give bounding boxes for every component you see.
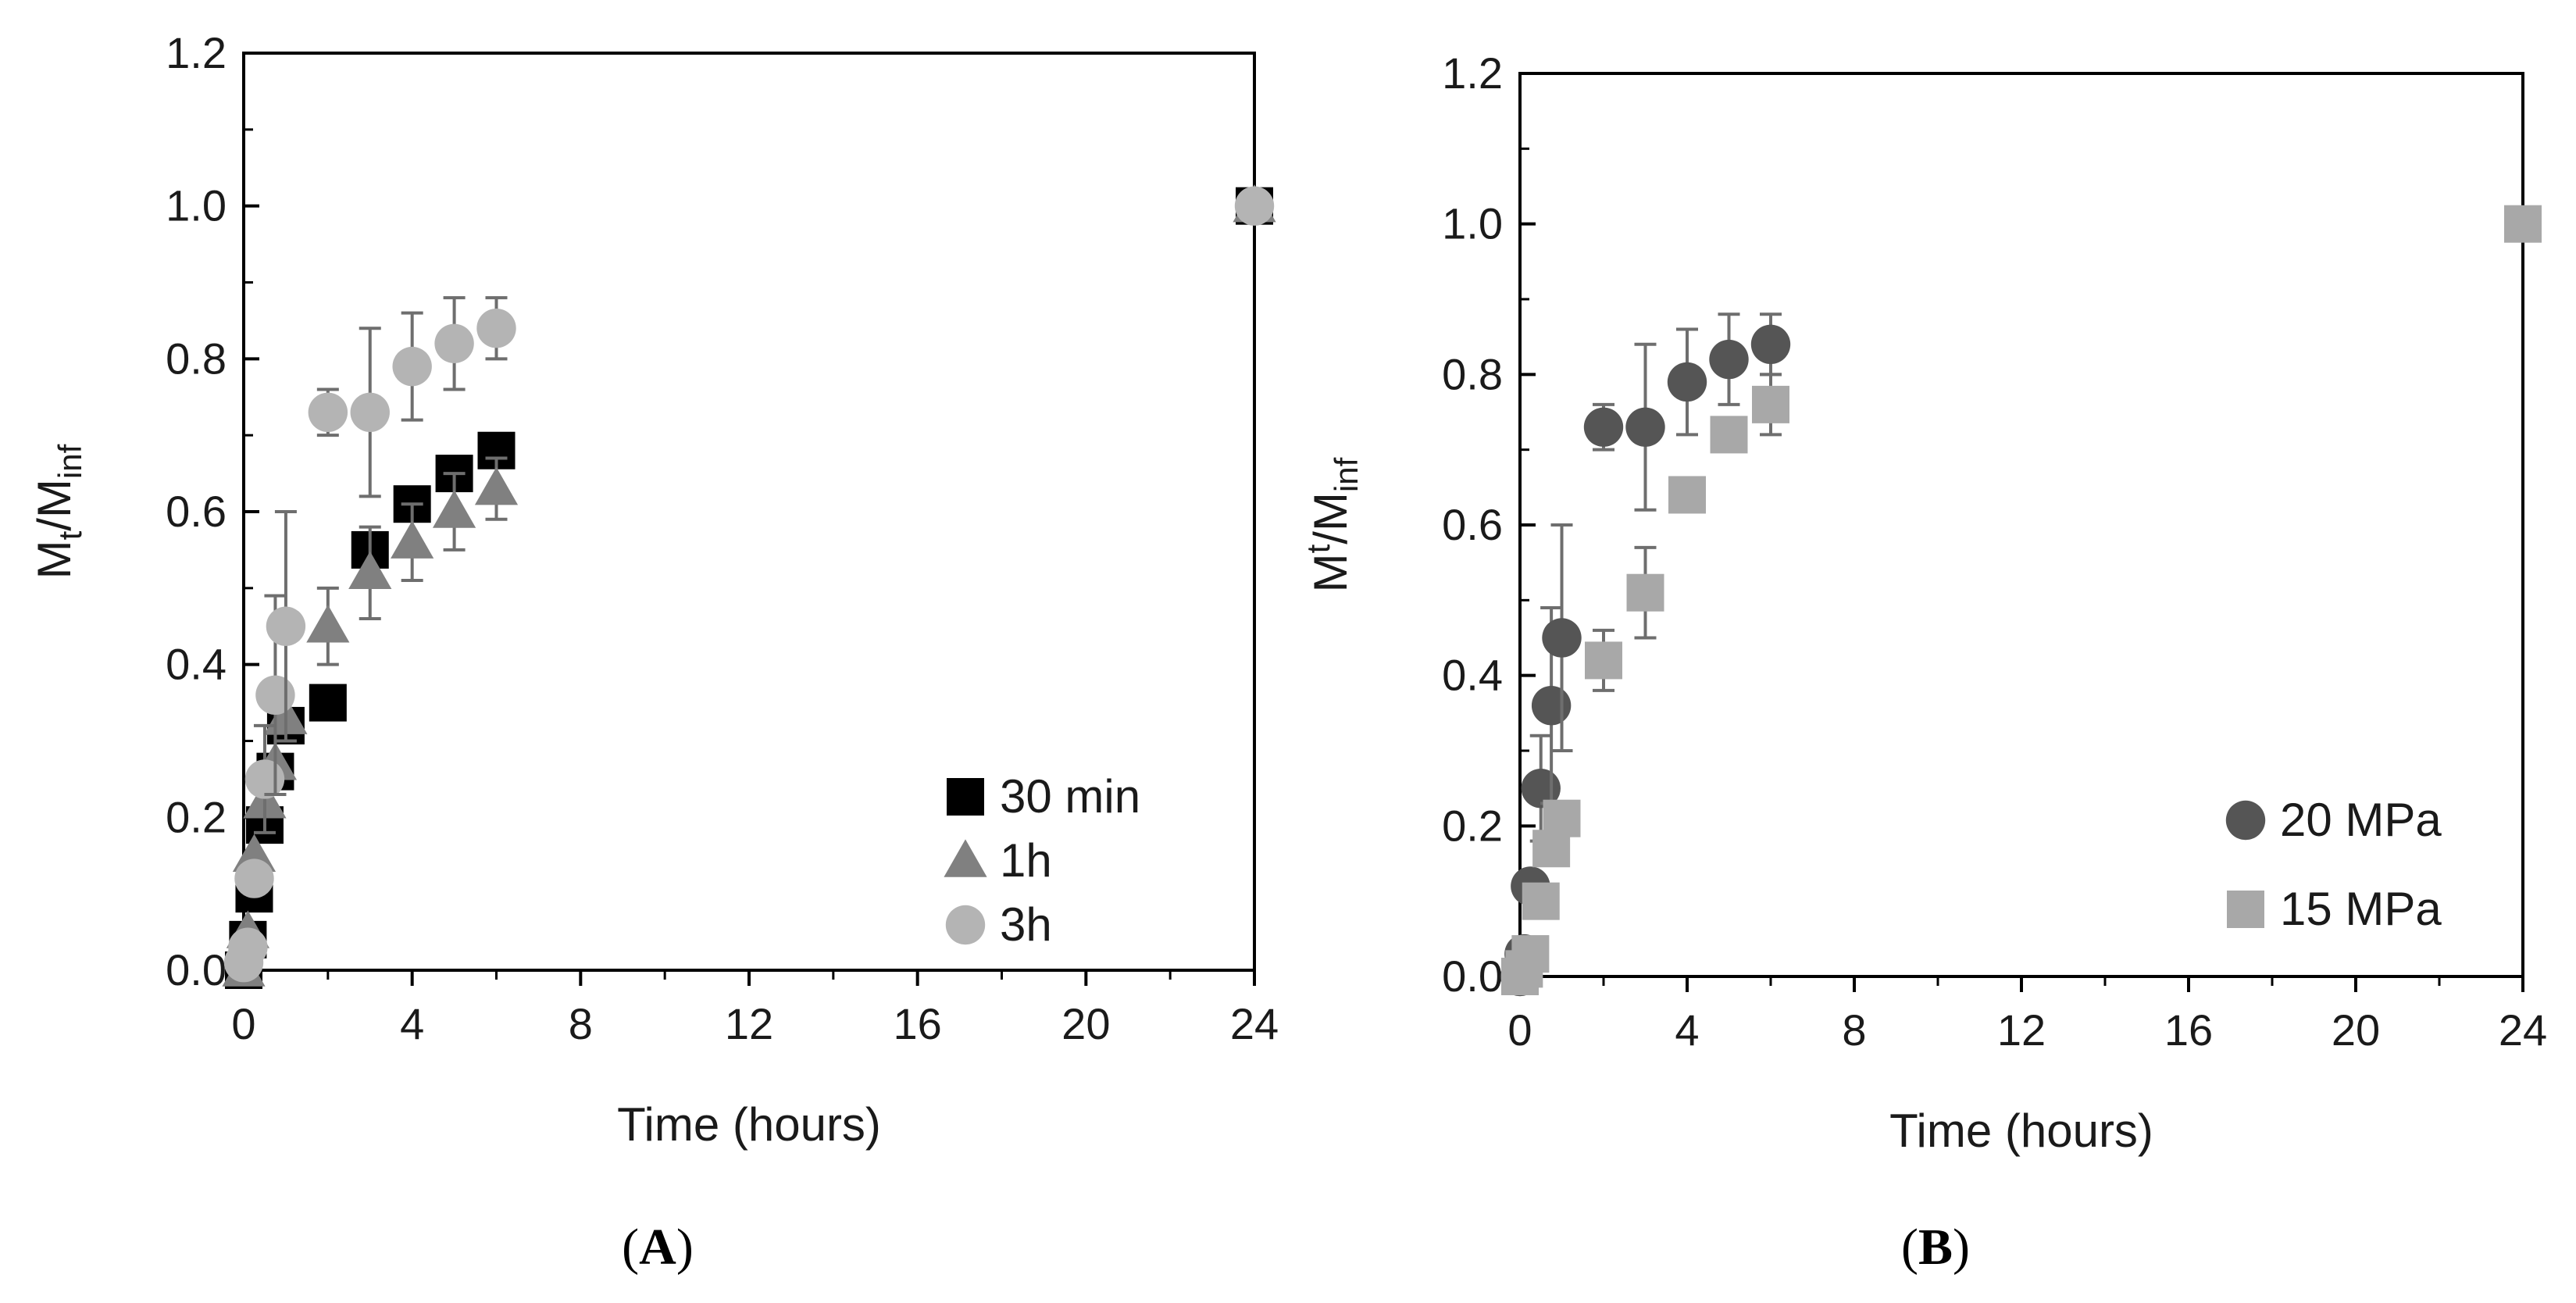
data-point	[392, 346, 432, 387]
y-tick-label: 0.4	[166, 640, 227, 689]
y-axis-title-part: M	[1304, 553, 1357, 592]
data-point	[234, 859, 274, 898]
x-tick-label: 24	[1230, 999, 1279, 1048]
data-point	[476, 309, 516, 348]
data-point	[228, 927, 268, 967]
data-point	[391, 520, 434, 559]
series-1h	[222, 184, 1276, 987]
y-tick-label: 0.4	[1442, 651, 1503, 700]
x-tick-label: 24	[2499, 1005, 2547, 1055]
legend-marker	[2227, 891, 2264, 928]
x-tick-label: 20	[1061, 999, 1110, 1048]
data-point	[1511, 935, 1550, 973]
x-tick-label: 16	[894, 999, 942, 1048]
x-axis-title: Time (hours)	[1889, 1105, 2153, 1157]
data-point	[1542, 618, 1582, 658]
legend-marker	[947, 778, 984, 816]
data-point	[434, 323, 474, 363]
y-tick-label: 0.6	[1442, 500, 1503, 549]
data-point	[1583, 407, 1624, 447]
legend-marker	[945, 905, 986, 945]
x-tick-label: 0	[231, 999, 255, 1048]
panel-label-paren: )	[676, 1219, 694, 1276]
legend-marker	[944, 839, 987, 877]
data-point	[308, 392, 348, 433]
chart-panel-a: 0.0 0.2 0.4 0.6 0.8 1.0 1.2 0 4 8 12 16 20 24 Time (ho…	[28, 28, 1279, 1276]
data-point	[1522, 882, 1560, 920]
data-point	[255, 675, 295, 715]
legend-label: 15 MPa	[2280, 883, 2442, 935]
data-point	[1668, 476, 1706, 514]
panel-label-letter: A	[639, 1219, 676, 1276]
y-axis-title-part: t	[1300, 544, 1336, 553]
chart-panel-b: 0.0 0.2 0.4 0.6 0.8 1.0 1.2 0 4 8 12 16 20 24 Time (ho…	[1300, 48, 2547, 1276]
x-tick-label: 0	[1507, 1005, 1532, 1055]
legend-label: 1h	[1000, 834, 1052, 887]
data-point	[1626, 573, 1664, 612]
y-axis-title-part: /M	[1304, 492, 1357, 544]
data-point	[1710, 416, 1748, 454]
y-tick-label: 0.6	[166, 487, 227, 536]
data-point	[1531, 686, 1572, 726]
x-tick-label: 12	[1997, 1005, 2046, 1055]
panel-label-letter: B	[1918, 1219, 1953, 1276]
x-tick-label: 12	[725, 999, 773, 1048]
x-tick-label: 4	[400, 999, 424, 1048]
x-tick-label: 4	[1675, 1005, 1699, 1055]
x-tick-label: 8	[1842, 1005, 1866, 1055]
y-tick-label: 1.2	[1442, 48, 1503, 98]
y-axis-title-part: inf	[52, 444, 88, 479]
legend: 30 min 1h 3h	[944, 770, 1140, 951]
legend-label: 30 min	[1000, 770, 1140, 823]
panel-label-paren: )	[1953, 1219, 1970, 1276]
y-tick-label: 1.2	[166, 28, 227, 77]
y-tick-label: 0.2	[1442, 801, 1503, 850]
y-tick-label: 1.0	[1442, 199, 1503, 248]
legend: 20 MPa 15 MPa	[2225, 794, 2442, 935]
data-point	[1543, 799, 1581, 837]
data-point	[1234, 186, 1275, 226]
y-tick-label: 0.8	[166, 334, 227, 383]
y-axis-title-part: inf	[1328, 457, 1365, 492]
y-tick-label: 0.0	[166, 945, 227, 994]
data-point	[1625, 407, 1665, 447]
legend-marker	[2225, 800, 2266, 841]
data-point	[309, 684, 347, 722]
x-axis-title: Time (hours)	[617, 1098, 881, 1151]
data-point	[1750, 324, 1791, 364]
y-tick-label: 0.8	[1442, 349, 1503, 398]
panel-label: (B)	[1901, 1219, 1970, 1276]
x-tick-label: 16	[2164, 1005, 2213, 1055]
series-15-mpa	[1501, 205, 2542, 995]
data-point	[1709, 339, 1749, 380]
data-point	[348, 551, 392, 589]
y-tick-label: 0.2	[166, 792, 227, 841]
legend-label: 20 MPa	[2280, 794, 2442, 846]
data-point	[1667, 362, 1707, 402]
y-tick-label: 0.0	[1442, 951, 1503, 1001]
y-axis-title-part: /M	[28, 479, 80, 531]
data-point	[474, 467, 519, 505]
x-tick-label: 8	[569, 999, 593, 1048]
y-axis-title: Mt/Minf	[28, 444, 88, 579]
data-point	[432, 490, 476, 528]
data-point	[306, 605, 350, 643]
panel-label: (A)	[622, 1219, 694, 1276]
y-axis-title-part: t	[52, 530, 88, 540]
data-point	[266, 606, 306, 646]
x-tick-label: 20	[2332, 1005, 2380, 1055]
data-point	[1585, 641, 1622, 680]
series-3h	[223, 186, 1275, 983]
panel-label-paren: (	[622, 1219, 639, 1276]
data-point	[2504, 205, 2542, 243]
panel-label-paren: (	[1901, 1219, 1918, 1276]
y-tick-label: 1.0	[166, 181, 227, 230]
y-axis-title-part: M	[28, 540, 80, 579]
legend-label: 3h	[1000, 898, 1052, 951]
data-point	[1752, 385, 1789, 423]
y-axis-title: Mt/Minf	[1300, 457, 1365, 592]
data-point	[350, 392, 390, 433]
